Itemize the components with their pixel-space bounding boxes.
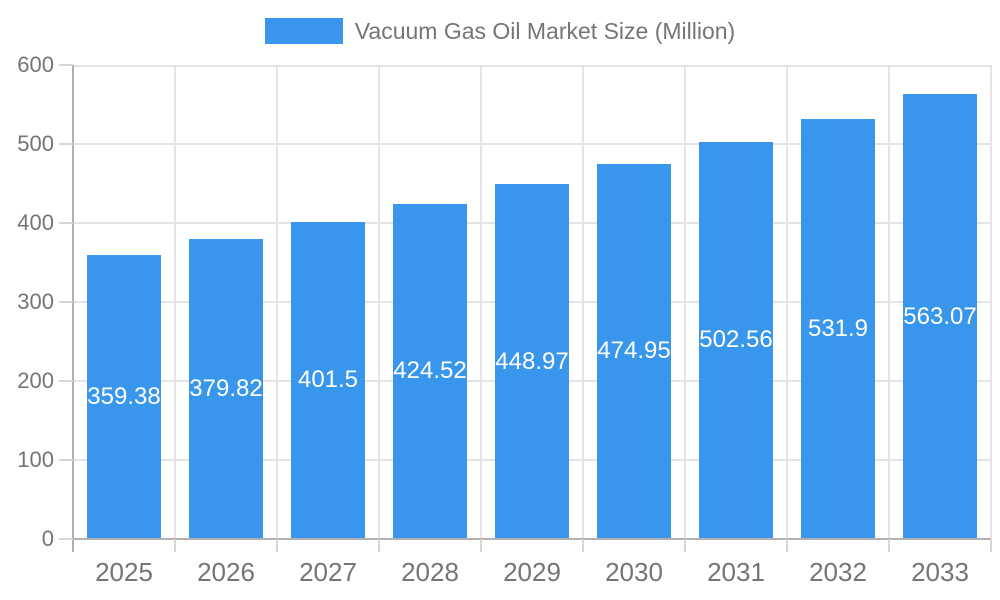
bar-2026[interactable]: 379.82 (189, 238, 263, 539)
bar-value-label: 474.95 (597, 337, 671, 365)
y-axis-tick-label: 200 (17, 368, 54, 393)
x-tick-mark (990, 539, 992, 552)
y-tick-mark (59, 538, 73, 540)
y-tick-mark (59, 143, 73, 145)
x-axis-tick-label: 2026 (197, 557, 255, 587)
bar-value-label: 359.38 (87, 383, 161, 411)
v-gridline (786, 65, 788, 539)
y-axis-tick-label: 400 (17, 210, 54, 235)
v-gridline (276, 65, 278, 539)
bar-value-label: 531.9 (807, 314, 869, 342)
bar-2025[interactable]: 359.38 (87, 255, 161, 539)
h-gridline (73, 65, 991, 67)
x-tick-mark (174, 539, 176, 552)
x-axis-tick-label: 2025 (95, 557, 153, 587)
bar-2032[interactable]: 531.9 (801, 118, 875, 539)
y-axis-tick-label: 600 (17, 52, 54, 77)
legend-swatch[interactable] (264, 18, 343, 44)
bar-value-label: 379.82 (189, 374, 263, 402)
v-gridline (174, 65, 176, 539)
y-axis-tick-label: 300 (17, 289, 54, 314)
bar-value-label: 502.56 (699, 326, 773, 354)
v-gridline (888, 65, 890, 539)
bar-2027[interactable]: 401.5 (291, 221, 365, 539)
v-gridline (378, 65, 380, 539)
x-tick-mark (480, 539, 482, 552)
y-tick-mark (59, 459, 73, 461)
bar-2031[interactable]: 502.56 (699, 141, 773, 539)
h-gridline (73, 143, 991, 145)
y-tick-mark (59, 301, 73, 303)
plot-area: 359.38 379.82 401.5 424.52 448.97 474.95 502.5… (73, 65, 992, 539)
bar-2030[interactable]: 474.95 (597, 163, 671, 539)
v-gridline (582, 65, 584, 539)
bar-value-label: 424.52 (393, 357, 467, 385)
y-tick-mark (59, 222, 73, 224)
x-tick-mark (582, 539, 584, 552)
bar-2033[interactable]: 563.07 (903, 94, 977, 539)
bar-value-label: 401.5 (297, 366, 359, 394)
y-tick-mark (59, 380, 73, 382)
x-axis-line (73, 538, 991, 540)
bar-value-label: 563.07 (903, 302, 977, 330)
x-axis-tick-label: 2028 (401, 557, 459, 587)
x-axis-tick-label: 2031 (707, 557, 765, 587)
x-axis-tick-label: 2030 (605, 557, 663, 587)
x-axis-tick-label: 2027 (299, 557, 357, 587)
v-gridline (684, 65, 686, 539)
v-gridline (480, 65, 482, 539)
y-axis-tick-label: 0 (41, 526, 54, 551)
bar-value-label: 448.97 (495, 347, 569, 375)
x-tick-mark (378, 539, 380, 552)
y-axis-tick-label: 500 (17, 131, 54, 156)
x-tick-mark (276, 539, 278, 552)
y-tick-mark (59, 64, 73, 66)
x-axis-tick-label: 2033 (911, 557, 969, 587)
bar-2029[interactable]: 448.97 (495, 184, 569, 539)
y-axis-line (72, 65, 74, 552)
v-gridline (990, 65, 992, 539)
x-tick-mark (786, 539, 788, 552)
x-axis-tick-label: 2032 (809, 557, 867, 587)
x-tick-mark (684, 539, 686, 552)
legend[interactable]: Vacuum Gas Oil Market Size (Million) (0, 16, 1000, 46)
y-axis-tick-label: 100 (17, 447, 54, 472)
x-tick-mark (888, 539, 890, 552)
bar-2028[interactable]: 424.52 (393, 203, 467, 539)
legend-label[interactable]: Vacuum Gas Oil Market Size (Million) (354, 18, 736, 44)
x-axis-tick-label: 2029 (503, 557, 561, 587)
